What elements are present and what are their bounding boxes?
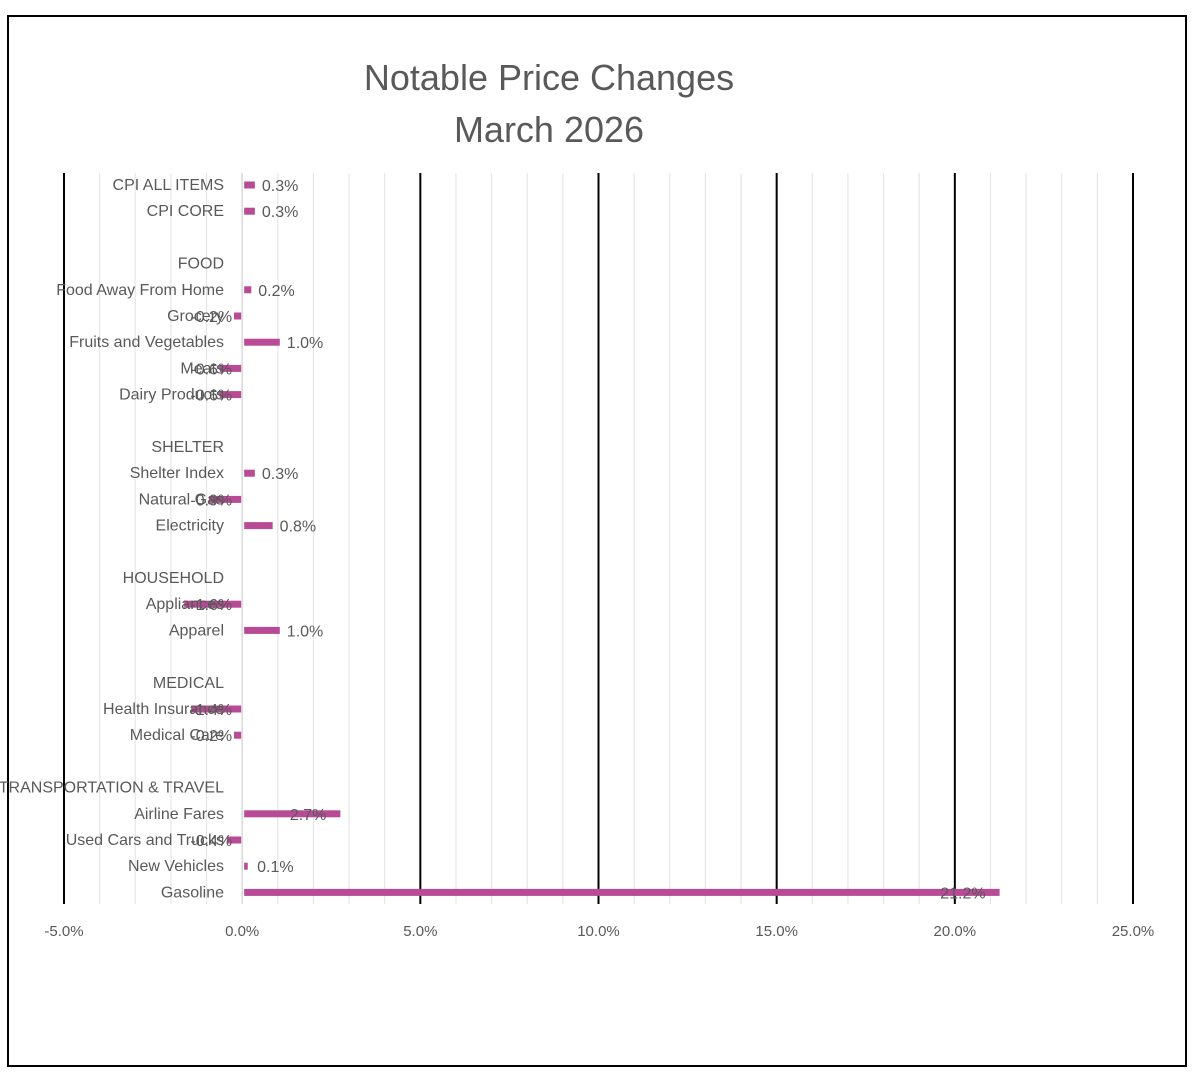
category-label: Appliances	[146, 596, 224, 613]
bar	[209, 495, 242, 503]
data-labels: 0.3% 0.3% 0.2% -0.2% 1.0% -0.6% -0.6% 0.3% -0.9%…	[190, 178, 985, 902]
data-label: 0.8%	[280, 519, 316, 536]
data-label: 2.7%	[290, 807, 326, 824]
data-label: 1.0%	[287, 335, 323, 352]
bar	[226, 836, 242, 844]
category-label: Medical Care	[130, 727, 224, 744]
category-label: Shelter Index	[130, 465, 224, 482]
data-label: 1.0%	[287, 623, 323, 640]
chart-subtitle-line: March 2026	[453, 109, 645, 150]
bar	[244, 181, 255, 189]
major-gridlines	[63, 173, 1134, 904]
bar	[234, 731, 242, 739]
bar	[244, 626, 280, 634]
category-label: Gasoline	[161, 884, 224, 901]
category-label: Electricity	[156, 518, 224, 535]
bar	[244, 888, 1000, 896]
category-label: Dairy Products	[119, 387, 224, 404]
bar	[244, 207, 255, 215]
x-axis-tick-labels: -5.0% 0.0% 5.0% 10.0% 15.0% 20.0% 25.0%	[44, 923, 1154, 940]
chart-title-line: Notable Price Changes	[363, 57, 735, 98]
category-label: MEDICAL	[153, 675, 224, 692]
category-label: FOOD	[178, 256, 224, 273]
bar	[184, 600, 242, 608]
x-tick-label: 25.0%	[1112, 923, 1155, 940]
x-tick-label: 15.0%	[755, 923, 798, 940]
data-label: 0.2%	[258, 283, 294, 300]
category-label: Food Away From Home	[56, 282, 224, 299]
data-label: 0.3%	[262, 466, 298, 483]
bar	[244, 338, 280, 346]
data-label: -0.6%	[190, 361, 232, 378]
bar	[244, 286, 252, 294]
data-label: -0.2%	[190, 309, 232, 326]
data-label: -1.4%	[190, 702, 232, 719]
data-label: -0.4%	[190, 833, 232, 850]
data-label: -0.6%	[190, 388, 232, 405]
data-label: 21.2%	[940, 885, 985, 902]
bar	[219, 391, 242, 399]
category-label: TRANSPORTATION & TRAVEL	[0, 780, 224, 797]
bar	[244, 810, 341, 818]
bar	[244, 469, 255, 477]
category-label: Grocery	[167, 308, 224, 325]
category-label: Airline Fares	[134, 806, 224, 823]
category-label: SHELTER	[151, 439, 224, 456]
minor-gridlines	[99, 173, 1098, 904]
category-label: HOUSEHOLD	[123, 570, 224, 587]
bar	[234, 312, 242, 320]
bar	[244, 862, 248, 870]
x-tick-label: -5.0%	[44, 923, 83, 940]
x-tick-label: 0.0%	[225, 923, 259, 940]
category-labels: CPI ALL ITEMS CPI CORE FOOD Food Away From …	[0, 177, 224, 901]
x-tick-label: 5.0%	[403, 923, 437, 940]
data-label: -0.2%	[190, 728, 232, 745]
bar	[191, 705, 242, 713]
data-label: 0.1%	[257, 859, 293, 876]
chart-title: Notable Price Changes March 2026	[0, 52, 1098, 156]
category-label: Fruits and Vegetables	[69, 334, 224, 351]
category-label: Meats	[180, 360, 224, 377]
category-label: CPI CORE	[147, 203, 224, 220]
data-label: 0.3%	[262, 178, 298, 195]
bar	[219, 364, 242, 372]
category-label: New Vehicles	[128, 858, 224, 875]
category-label: Health Insurance	[103, 701, 224, 718]
x-tick-label: 10.0%	[577, 923, 620, 940]
category-label: CPI ALL ITEMS	[113, 177, 224, 194]
data-label: 0.3%	[262, 204, 298, 221]
bar	[244, 522, 273, 530]
x-tick-label: 20.0%	[934, 923, 977, 940]
category-label: Apparel	[169, 622, 224, 639]
data-label: -0.9%	[190, 492, 232, 509]
category-label: Used Cars and Trucks	[66, 832, 224, 849]
data-label: -1.6%	[190, 597, 232, 614]
category-label: Natural Gas	[139, 491, 224, 508]
bar-series	[184, 181, 1000, 896]
